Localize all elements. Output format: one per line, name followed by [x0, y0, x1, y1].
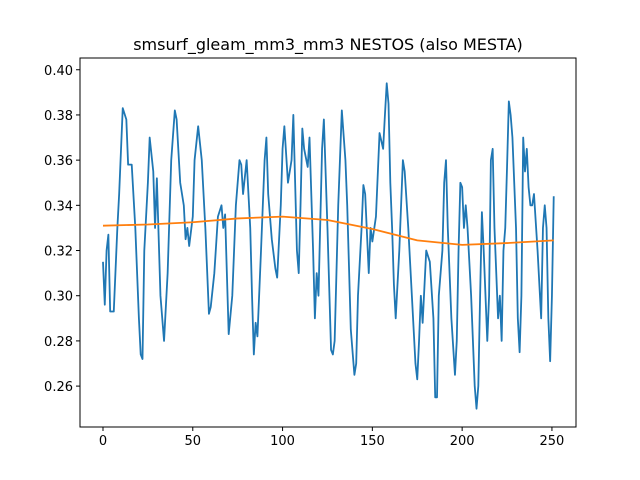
x-tick-label: 150 [360, 434, 385, 449]
line [102, 215, 554, 246]
y-tick-label: 0.30 [44, 290, 73, 305]
x-tick-label: 50 [185, 434, 202, 449]
x-tick-label: 200 [450, 434, 475, 449]
line [102, 82, 555, 410]
y-tick-label: 0.38 [44, 109, 73, 124]
chart-title: smsurf_gleam_mm3_mm3 NESTOS (also MESTA) [133, 35, 523, 55]
x-tick-label: 100 [270, 434, 295, 449]
y-tick-label: 0.26 [44, 380, 73, 395]
y-tick-label: 0.32 [44, 245, 73, 260]
y-tick-label: 0.40 [44, 64, 73, 79]
y-tick-label: 0.36 [44, 154, 73, 169]
x-tick-label: 0 [99, 434, 107, 449]
y-tick-label: 0.28 [44, 335, 73, 350]
y-tick-label: 0.34 [44, 199, 73, 214]
plot-frame [79, 57, 577, 428]
x-tick-label: 250 [540, 434, 565, 449]
